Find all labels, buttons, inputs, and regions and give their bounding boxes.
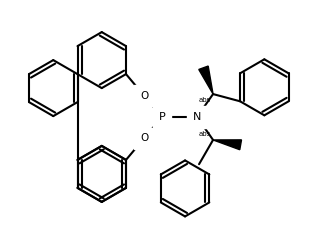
Polygon shape: [199, 66, 213, 94]
Text: N: N: [193, 112, 201, 122]
Polygon shape: [213, 140, 241, 150]
Text: abs: abs: [199, 97, 211, 103]
Text: abs: abs: [199, 131, 211, 137]
Text: P: P: [159, 112, 165, 122]
Text: O: O: [140, 133, 148, 143]
Text: O: O: [140, 91, 148, 101]
